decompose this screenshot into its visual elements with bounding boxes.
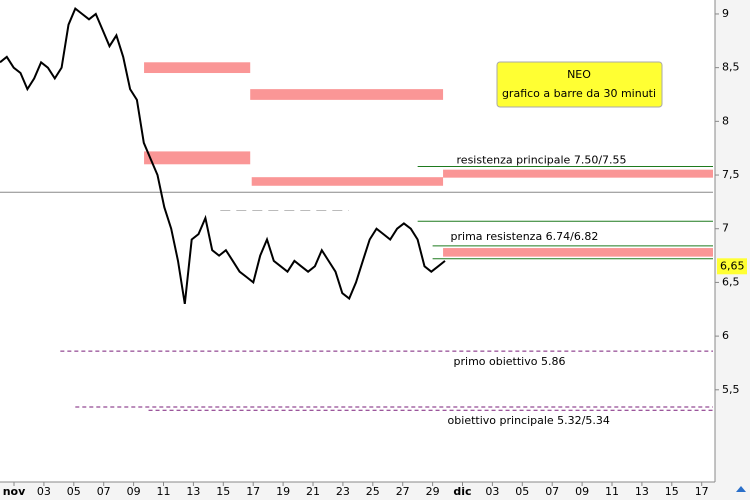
scroll-icon — [736, 486, 746, 492]
zone — [443, 169, 713, 178]
x-tick-label: 27 — [396, 485, 410, 498]
x-tick-label: 05 — [515, 485, 529, 498]
annotation: prima resistenza 6.74/6.82 — [451, 230, 599, 243]
chart-title: NEO — [567, 68, 591, 81]
zone — [144, 62, 251, 74]
x-tick-label: 05 — [67, 485, 81, 498]
x-tick-label: dic — [453, 485, 471, 498]
y-axis-area — [715, 0, 750, 500]
x-tick-label: 11 — [157, 485, 171, 498]
x-tick-label: 11 — [605, 485, 619, 498]
y-tick-label: 9 — [722, 7, 729, 20]
x-axis-area — [0, 482, 715, 500]
zone — [250, 89, 444, 100]
title-box — [496, 61, 663, 108]
x-tick-label: 07 — [545, 485, 559, 498]
x-tick-label: 03 — [37, 485, 51, 498]
x-tick-label: 09 — [575, 485, 589, 498]
y-tick-label: 6 — [722, 329, 729, 342]
zone — [443, 248, 713, 257]
x-tick-label: 15 — [216, 485, 230, 498]
annotation: obiettivo principale 5.32/5.34 — [448, 414, 610, 427]
annotation: primo obiettivo 5.86 — [454, 355, 566, 368]
x-tick-label: 07 — [97, 485, 111, 498]
x-tick-label: 03 — [485, 485, 499, 498]
x-tick-label: 13 — [186, 485, 200, 498]
y-tick-label: 6,5 — [722, 275, 740, 288]
layer: 9 8,5 8 7,5 7 6,5 6 5,5 nov 03 05 07 09 11 13 15 17 19 21 2… — [0, 7, 740, 498]
x-tick-label: 21 — [306, 485, 320, 498]
x-tick-label: 17 — [246, 485, 260, 498]
y-tick-label: 8 — [722, 114, 729, 127]
last-price-box — [717, 258, 747, 275]
annotation: resistenza principale 7.50/7.55 — [457, 154, 627, 167]
x-tick-label: 25 — [366, 485, 380, 498]
y-tick-label: 5,5 — [722, 383, 740, 396]
x-tick-label: 29 — [426, 485, 440, 498]
price-line — [0, 7, 446, 305]
x-tick-label: 15 — [665, 485, 679, 498]
x-tick-label: 09 — [127, 485, 141, 498]
chart-subtitle: grafico a barre da 30 minuti — [502, 87, 656, 100]
zone — [251, 177, 444, 186]
x-tick-label: 19 — [276, 485, 290, 498]
x-tick-label: 13 — [635, 485, 649, 498]
y-tick-label: 7,5 — [722, 168, 740, 181]
zone — [144, 151, 251, 165]
last-price-label: 6,65 — [720, 259, 745, 272]
x-tick-label: 17 — [695, 485, 709, 498]
x-tick-label: nov — [3, 485, 26, 498]
y-tick-label: 8,5 — [722, 61, 740, 74]
y-tick-label: 7 — [722, 222, 729, 235]
x-tick-label: 23 — [336, 485, 350, 498]
